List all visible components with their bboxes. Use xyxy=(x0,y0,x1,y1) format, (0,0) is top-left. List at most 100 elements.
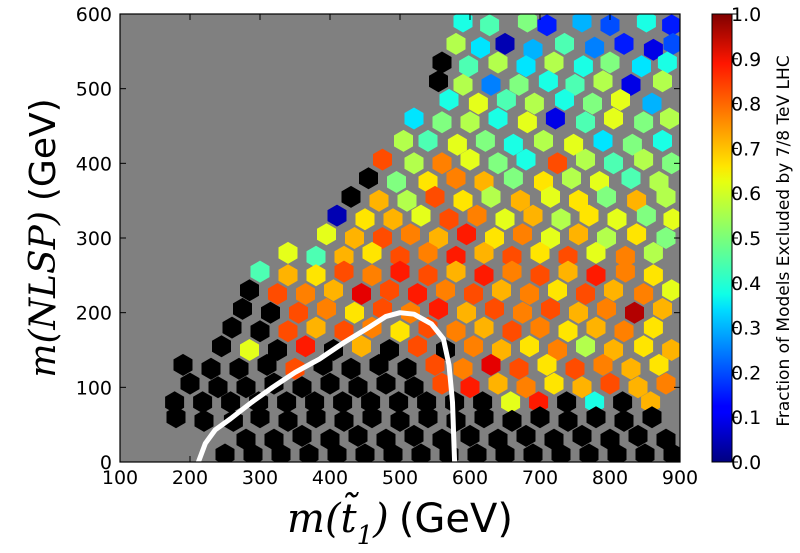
hex-cell xyxy=(369,189,389,212)
hex-cell xyxy=(397,189,417,212)
hex-cell xyxy=(359,167,378,190)
hex-cell xyxy=(488,107,508,130)
hex-cell xyxy=(593,353,613,376)
hex-cell xyxy=(432,51,452,74)
hex-cell xyxy=(481,353,501,376)
hex-cell xyxy=(194,409,214,432)
hex-cell xyxy=(324,279,343,302)
hex-cell xyxy=(446,32,466,55)
hex-cell xyxy=(613,391,633,414)
hex-cell xyxy=(600,51,620,74)
hex-cell xyxy=(277,391,297,414)
hex-cell xyxy=(576,111,595,134)
hex-cell xyxy=(460,424,480,447)
hex-cell xyxy=(517,14,537,33)
hex-cell xyxy=(362,264,382,287)
hex-cell xyxy=(586,264,606,287)
hex-cell xyxy=(628,376,648,399)
hex-cell xyxy=(627,189,647,212)
hex-cell xyxy=(250,320,270,343)
hex-cell xyxy=(257,353,277,376)
hex-cell xyxy=(502,320,522,343)
hex-cell xyxy=(509,357,529,380)
colorbar-tick-label: 0.5 xyxy=(731,228,761,250)
hex-cell xyxy=(496,88,516,111)
hex-cell xyxy=(579,443,599,462)
hex-cell xyxy=(562,167,581,190)
hex-cell xyxy=(389,391,409,414)
hex-cell xyxy=(492,279,511,302)
hex-cell xyxy=(418,241,438,264)
hex-cell xyxy=(278,320,298,343)
hex-cell xyxy=(530,264,550,287)
hex-cell xyxy=(165,391,185,414)
hex-cell xyxy=(662,339,680,361)
hex-cell xyxy=(503,133,523,156)
hex-cell xyxy=(460,148,480,171)
hex-cell xyxy=(459,55,479,78)
hex-cell xyxy=(404,107,424,130)
hex-cell xyxy=(572,376,592,399)
hex-cell xyxy=(523,443,543,462)
hex-cell xyxy=(621,357,641,380)
hex-cell xyxy=(622,133,642,156)
hex-cell xyxy=(289,301,308,324)
hex-cell xyxy=(345,227,364,249)
hex-cell xyxy=(615,245,635,268)
hex-cell xyxy=(250,406,270,429)
hex-cell xyxy=(180,372,200,395)
hex-cell xyxy=(348,376,368,399)
hex-cell xyxy=(271,443,291,462)
hex-cell xyxy=(586,241,606,264)
hex-cell xyxy=(628,424,648,447)
hex-cell xyxy=(663,32,680,55)
hex-cell xyxy=(572,424,592,447)
hex-cell xyxy=(663,208,680,231)
hex-cell xyxy=(523,38,543,61)
hex-cell xyxy=(383,443,403,462)
x-tick-label: 600 xyxy=(452,467,488,489)
hex-cell xyxy=(488,152,508,175)
hex-cell xyxy=(418,406,438,429)
hex-cell xyxy=(653,70,672,93)
hex-cell xyxy=(408,283,427,305)
hex-cell xyxy=(460,111,480,134)
hex-cell xyxy=(604,339,623,361)
hex-cell xyxy=(240,339,259,361)
hex-cell xyxy=(495,32,515,55)
hex-cell xyxy=(607,208,627,231)
hex-cell xyxy=(485,297,504,320)
hex-cell xyxy=(453,357,473,380)
hex-cell xyxy=(558,245,578,268)
hex-cell xyxy=(383,208,403,231)
hex-cell xyxy=(397,357,417,380)
hex-cell xyxy=(460,376,480,399)
hex-cell xyxy=(643,316,663,339)
hex-cell xyxy=(425,185,445,208)
hex-cell xyxy=(621,167,641,190)
hex-cell xyxy=(334,245,354,268)
y-tick-label: 100 xyxy=(76,377,112,399)
hex-cell xyxy=(333,391,353,414)
hex-cell xyxy=(296,335,315,358)
hex-cell xyxy=(597,227,616,249)
hex-cell xyxy=(597,297,616,320)
hex-cell xyxy=(523,204,543,227)
hex-cell xyxy=(480,14,500,37)
hex-cell xyxy=(243,443,263,462)
hex-cell xyxy=(576,335,595,358)
hex-cell xyxy=(530,316,550,339)
hex-cell xyxy=(516,148,536,171)
hex-cell xyxy=(327,204,347,227)
hex-cell xyxy=(565,357,585,380)
hex-cell xyxy=(229,357,249,380)
hex-cell xyxy=(653,297,672,320)
hex-cell xyxy=(495,443,515,462)
hex-cell xyxy=(656,185,676,208)
hex-cell xyxy=(464,335,483,358)
hex-cell xyxy=(510,189,530,212)
hex-cell xyxy=(446,320,466,343)
hex-cell xyxy=(516,55,536,78)
hex-cell xyxy=(520,335,539,358)
hex-cell xyxy=(495,208,515,231)
